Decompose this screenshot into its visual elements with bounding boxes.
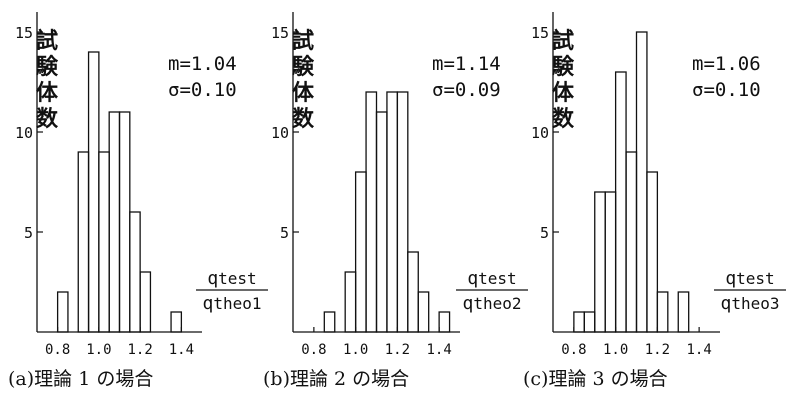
- histogram-bar: [56, 291, 69, 333]
- histogram-bar: [98, 151, 110, 333]
- y-axis-label-char: 数: [36, 106, 59, 132]
- x-axis-label-denominator: qtheo2: [462, 293, 521, 314]
- histogram-bar: [365, 91, 378, 333]
- x-tick-label: 0.8: [45, 342, 70, 358]
- x-tick-label: 1.2: [385, 342, 410, 358]
- y-tick-label: 10: [271, 124, 289, 142]
- histogram-bar: [108, 111, 121, 333]
- x-tick-label: 0.8: [561, 342, 586, 358]
- stat-line: m=1.06: [692, 53, 761, 75]
- y-axis-label-char: 体: [552, 81, 575, 106]
- histogram-bar: [375, 111, 388, 333]
- stat-line: σ=0.10: [168, 79, 237, 101]
- y-axis-label-char: 数: [552, 106, 575, 132]
- histogram-bar: [118, 111, 131, 333]
- histogram-bar: [87, 51, 100, 333]
- histogram-bar: [635, 31, 648, 333]
- histogram-bar: [677, 291, 690, 333]
- x-axis-label-denominator: qtheo1: [202, 293, 261, 314]
- x-tick-label: 0.8: [301, 342, 326, 358]
- histogram-bar: [407, 251, 419, 333]
- histogram-bar: [354, 171, 367, 333]
- stat-line: m=1.04: [168, 53, 237, 75]
- histogram-bar: [77, 151, 90, 333]
- y-axis-label-char: 体: [292, 81, 315, 106]
- x-tick-label: 1.4: [426, 342, 451, 358]
- histogram-bar: [417, 291, 430, 333]
- histogram-bar: [656, 291, 669, 333]
- histogram-bar: [386, 91, 399, 333]
- x-tick-label: 1.0: [603, 342, 628, 358]
- y-axis-label-char: 験: [552, 55, 575, 80]
- stat-line: σ=0.09: [432, 79, 501, 101]
- y-axis-label-char: 体: [36, 81, 59, 106]
- y-tick-label: 5: [24, 224, 33, 242]
- histogram-bar: [170, 311, 183, 333]
- histogram-bar: [396, 91, 409, 333]
- y-tick-label: 10: [15, 124, 33, 142]
- y-axis-label-char: 数: [292, 106, 315, 132]
- histogram-bar: [583, 311, 596, 333]
- x-axis-label-numerator: qtest: [207, 268, 256, 289]
- y-axis-label-char: 試: [36, 28, 58, 54]
- x-tick-label: 1.4: [686, 342, 711, 358]
- histogram-bar: [573, 311, 585, 333]
- histogram-bar: [323, 311, 336, 333]
- y-tick-label: 5: [280, 224, 289, 242]
- y-tick-label: 15: [531, 24, 549, 42]
- y-tick-label: 15: [271, 24, 289, 42]
- y-axis-label-char: 験: [292, 55, 315, 80]
- x-tick-label: 1.2: [127, 342, 152, 358]
- histogram-bar: [625, 151, 638, 333]
- x-tick-label: 1.0: [86, 342, 111, 358]
- panel-caption: (c)理論 3 の場合: [523, 368, 668, 390]
- y-axis-label-char: 験: [36, 55, 59, 80]
- panel-caption: (a)理論 1 の場合: [8, 368, 153, 390]
- x-tick-label: 1.4: [169, 342, 194, 358]
- y-axis-label-char: 試: [292, 28, 314, 54]
- histogram-bar: [438, 311, 451, 333]
- y-tick-label: 5: [540, 224, 549, 242]
- histogram-bar: [139, 271, 152, 333]
- x-tick-label: 1.0: [343, 342, 368, 358]
- stat-line: σ=0.10: [692, 79, 761, 101]
- x-axis-label-numerator: qtest: [725, 268, 774, 289]
- stat-line: m=1.14: [432, 53, 501, 75]
- x-tick-label: 1.2: [645, 342, 670, 358]
- histogram-bar: [614, 71, 627, 333]
- y-tick-label: 10: [531, 124, 549, 142]
- x-axis-label-numerator: qtest: [467, 268, 516, 289]
- histogram-bar: [344, 271, 357, 333]
- histogram-bar: [594, 191, 606, 333]
- histogram-bar: [604, 191, 617, 333]
- y-axis-label-char: 試: [552, 28, 574, 54]
- histogram-bar: [129, 211, 141, 333]
- x-axis-label-denominator: qtheo3: [720, 293, 779, 314]
- y-tick-label: 15: [15, 24, 33, 42]
- panel-caption: (b)理論 2 の場合: [263, 368, 409, 390]
- histogram-bar: [646, 171, 659, 333]
